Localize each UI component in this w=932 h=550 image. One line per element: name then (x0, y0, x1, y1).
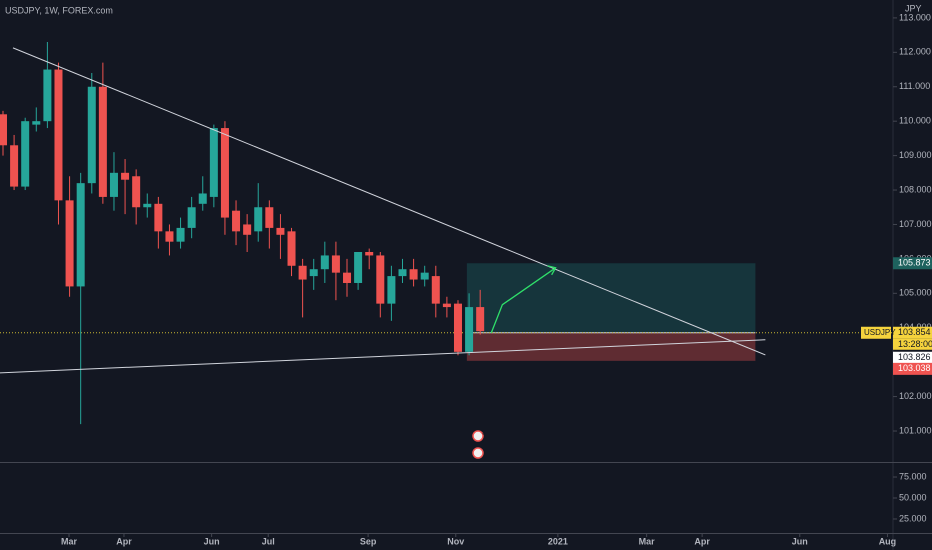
countdown: 13:28:00 (898, 339, 932, 349)
chart-title: USDJPY, 1W, FOREX.com (5, 5, 113, 15)
candle-body (54, 69, 63, 201)
arrow (490, 267, 557, 334)
x-tick-label: Jun (792, 536, 808, 546)
candle-body (10, 145, 19, 187)
x-tick-label: Sep (360, 536, 377, 546)
currency: JPY (905, 3, 922, 13)
candle-body (98, 86, 107, 197)
bid-label: 103.826 (898, 352, 931, 362)
candle-body (287, 231, 296, 266)
arrow-head (547, 265, 557, 276)
y-tick-label: 25.000 (899, 513, 927, 523)
last-price-label: 103.854 (898, 327, 931, 337)
candle-body (65, 200, 74, 287)
candle-body (409, 269, 418, 280)
candle-body (109, 172, 118, 197)
candle-body (354, 252, 363, 283)
y-tick-label: 111.000 (899, 81, 930, 91)
x-tick-label: 2021 (548, 536, 568, 546)
symbol-bg (861, 326, 891, 339)
profit-zone (466, 263, 756, 333)
candle-body (121, 172, 130, 180)
event-count: 3 (482, 431, 486, 437)
target-label: 105.873 (898, 258, 931, 268)
candle-body (453, 303, 462, 352)
y-tick-label: 101.000 (899, 425, 932, 435)
candle-body (143, 203, 152, 208)
x-tick-label: Apr (116, 536, 132, 546)
candle-body (232, 210, 241, 232)
candle-body (442, 303, 451, 308)
candle-body (165, 231, 174, 242)
candle-body (309, 269, 318, 277)
y-tick-label: 102.000 (899, 391, 932, 401)
candle-body (320, 255, 329, 270)
candle-body (220, 128, 229, 218)
candle-body (398, 269, 407, 277)
candle-body (132, 176, 141, 208)
candle-body (243, 224, 252, 235)
candle-body (0, 114, 7, 146)
y-tick-label: 50.000 (899, 492, 927, 502)
candle-body (32, 121, 41, 125)
x-tick-label: Mar (639, 536, 656, 546)
countdown-bg (893, 338, 932, 350)
candle-body (87, 86, 96, 184)
candle-body (187, 207, 196, 228)
y-tick-label: 113.000 (899, 12, 931, 22)
x-tick-label: Aug (879, 536, 897, 546)
event-icon (472, 430, 484, 442)
candle-body (198, 193, 207, 204)
candle-body (76, 183, 85, 287)
candle-body (343, 272, 352, 283)
candle-body (431, 276, 440, 304)
bid-label-bg (893, 351, 932, 364)
candle-body (209, 128, 218, 197)
candle-body (265, 207, 274, 228)
x-tick-label: Jun (204, 536, 220, 546)
x-tick-label: Apr (694, 536, 710, 546)
stop-label-bg (893, 362, 932, 375)
candle-body (43, 69, 52, 122)
candle-body (365, 252, 374, 256)
trendline (12, 47, 766, 356)
candle-body (376, 255, 385, 304)
event-icon (472, 447, 484, 459)
candle-body (331, 255, 340, 273)
candle-body (154, 203, 163, 232)
y-tick-label: 110.000 (899, 116, 931, 126)
candle-body (387, 276, 396, 304)
last-price-label-bg (893, 326, 932, 339)
candle-body (21, 121, 30, 187)
candle-body (176, 227, 185, 242)
stop-label: 103.038 (898, 363, 931, 373)
y-tick-label: 105.000 (899, 288, 932, 298)
y-tick-label: 109.000 (899, 150, 932, 160)
target-label-bg (893, 257, 932, 270)
x-tick-label: Jul (262, 536, 275, 546)
candle-body (298, 265, 307, 280)
y-tick-label: 75.000 (899, 471, 927, 481)
y-tick-label: 107.000 (899, 219, 932, 229)
candle-body (420, 272, 429, 280)
trendline (0, 339, 766, 374)
candle-body (476, 307, 485, 332)
symbol: USDJPY (864, 328, 896, 337)
x-tick-label: Nov (447, 536, 464, 546)
candle-body (254, 207, 263, 232)
y-tick-label: 108.000 (899, 184, 932, 194)
y-tick-label: 112.000 (899, 47, 931, 57)
x-tick-label: Mar (61, 536, 78, 546)
candle-body (465, 307, 474, 352)
candle-body (276, 227, 285, 235)
